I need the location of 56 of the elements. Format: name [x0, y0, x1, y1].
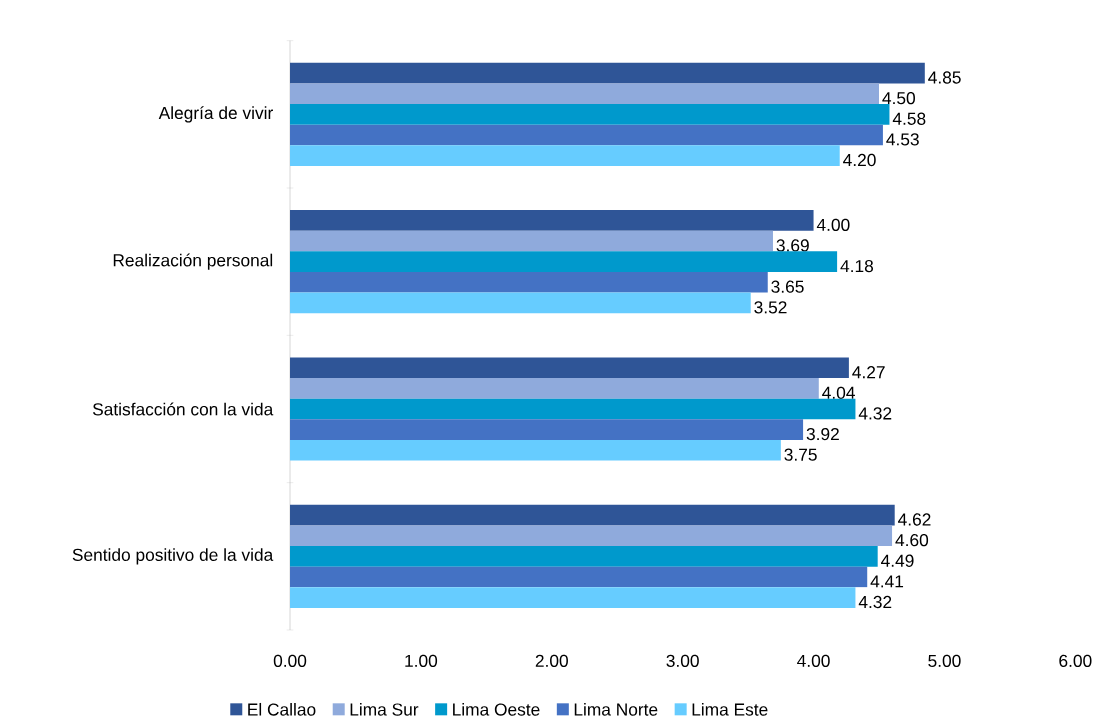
y-tick-label: Alegría de vivir [158, 106, 273, 123]
data-label: 4.53 [886, 133, 919, 146]
x-tick-label: 3.00 [666, 654, 699, 667]
bar [290, 566, 868, 588]
bar [290, 504, 895, 526]
x-tick-label: 5.00 [928, 654, 961, 667]
bar [290, 439, 781, 461]
data-label: 3.75 [784, 448, 817, 461]
data-label: 3.69 [776, 239, 809, 252]
data-label: 4.49 [881, 554, 914, 567]
legend-label: Lima Sur [350, 702, 419, 716]
data-label: 4.20 [843, 153, 876, 167]
data-label: 4.27 [852, 366, 885, 379]
data-label: 3.65 [771, 280, 804, 293]
bar [290, 546, 878, 567]
data-label: 4.00 [816, 218, 850, 231]
bar [290, 251, 838, 272]
bar [290, 62, 925, 84]
bar [290, 230, 773, 252]
data-label: 4.60 [895, 533, 929, 547]
data-label: 4.50 [882, 91, 915, 105]
bar [290, 83, 879, 105]
data-label: 4.32 [858, 595, 892, 609]
bar [290, 271, 768, 293]
bar [290, 145, 840, 166]
legend-label: El Callao [248, 702, 316, 716]
bar [290, 104, 890, 125]
x-tick-label: 4.00 [797, 654, 830, 667]
data-label: 4.85 [928, 71, 961, 84]
x-tick-label: 6.00 [1059, 654, 1092, 667]
bar [290, 525, 893, 547]
legend-label: Lima Norte [574, 702, 658, 716]
data-label: 4.58 [892, 112, 926, 125]
y-tick-label: Realización personal [113, 253, 273, 270]
data-label: 4.62 [898, 513, 931, 526]
x-tick-label: 2.00 [535, 654, 568, 667]
y-tick-label: Satisfacción con la vida [92, 402, 274, 416]
data-label: 4.41 [870, 575, 904, 588]
bar [290, 210, 814, 231]
legend-label: Lima Este [692, 702, 768, 716]
data-label: 4.18 [840, 259, 874, 273]
legend-label: Lima Oeste [453, 702, 540, 716]
bar [290, 587, 856, 608]
x-tick-label: 0.00 [273, 654, 307, 667]
bar [290, 419, 804, 440]
bar [290, 124, 883, 146]
y-tick-label: Sentido positivo de la vida [72, 548, 274, 565]
data-label: 3.52 [754, 301, 787, 314]
bar [290, 378, 819, 399]
bar [290, 292, 751, 314]
bar [290, 398, 856, 420]
x-tick-label: 1.00 [405, 654, 438, 667]
data-label: 4.32 [858, 407, 892, 420]
bar [290, 357, 849, 379]
data-label: 3.92 [806, 427, 839, 441]
data-label: 4.04 [822, 386, 855, 399]
